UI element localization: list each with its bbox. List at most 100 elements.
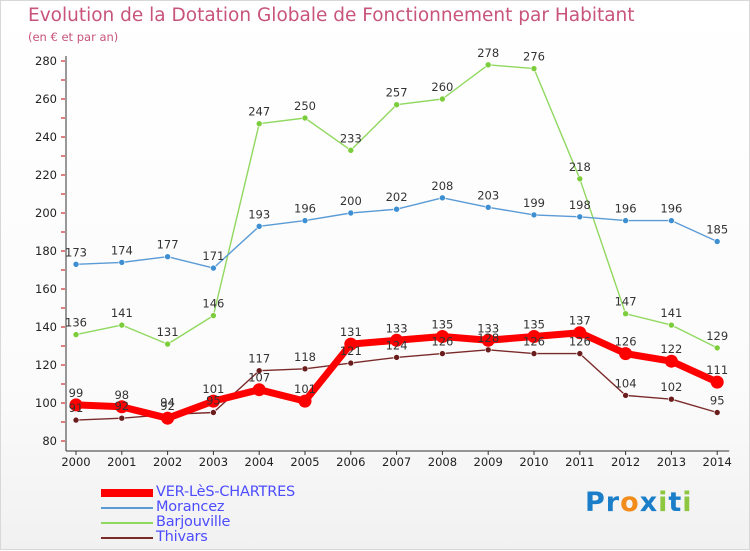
- y-tick-label: 260: [35, 92, 57, 106]
- data-label: 129: [706, 329, 728, 343]
- data-label: 131: [157, 325, 179, 339]
- x-tick-label: 2004: [245, 455, 274, 469]
- legend-swatch: [101, 537, 153, 539]
- data-point: [72, 416, 80, 424]
- data-point: [393, 354, 400, 361]
- data-point: [161, 411, 175, 425]
- data-point: [619, 347, 633, 361]
- data-label: 95: [710, 394, 725, 408]
- x-tick-label: 2003: [199, 455, 228, 469]
- chart-title: Evolution de la Dotation Globale de Fonc…: [28, 5, 635, 26]
- data-point: [347, 147, 355, 154]
- y-tick-label: 100: [35, 396, 57, 410]
- logo-letter: P: [585, 487, 606, 518]
- data-label: 126: [523, 335, 545, 349]
- data-point: [713, 409, 721, 416]
- logo-letter: i: [682, 487, 693, 518]
- data-point: [713, 238, 721, 245]
- data-point: [668, 321, 675, 329]
- x-tick-label: 2009: [474, 455, 503, 469]
- data-point: [576, 213, 584, 221]
- data-label: 131: [340, 325, 362, 339]
- x-tick-label: 2014: [703, 455, 732, 469]
- data-point: [301, 365, 309, 373]
- data-label: 133: [386, 321, 408, 335]
- y-tick-label: 80: [42, 434, 57, 448]
- data-label: 128: [477, 331, 499, 345]
- data-label: 121: [340, 344, 362, 358]
- data-label: 276: [523, 50, 545, 64]
- x-tick-label: 2013: [657, 455, 686, 469]
- x-tick-label: 2007: [382, 455, 411, 469]
- y-tick-label: 180: [35, 244, 57, 258]
- y-tick-label: 240: [35, 130, 57, 144]
- data-label: 118: [294, 350, 316, 364]
- data-label: 146: [202, 297, 224, 311]
- data-point: [435, 330, 449, 343]
- data-point: [439, 350, 446, 357]
- data-point: [164, 253, 171, 260]
- data-label: 203: [477, 188, 499, 202]
- logo-letter: i: [658, 487, 669, 518]
- data-label: 278: [477, 46, 499, 60]
- data-point: [210, 264, 217, 272]
- data-label: 111: [706, 363, 728, 377]
- data-point: [484, 346, 492, 354]
- y-tick-label: 160: [35, 282, 57, 296]
- data-label: 133: [477, 321, 499, 335]
- data-point: [484, 204, 492, 211]
- x-tick-label: 2012: [611, 455, 640, 469]
- data-point: [668, 395, 675, 403]
- data-point: [439, 95, 446, 103]
- data-label: 135: [523, 318, 545, 332]
- data-label: 193: [248, 207, 270, 221]
- data-point: [255, 120, 263, 127]
- data-point: [393, 101, 400, 108]
- x-tick-label: 2005: [290, 455, 319, 469]
- data-label: 137: [569, 314, 591, 328]
- y-tick-label: 140: [35, 320, 57, 334]
- data-point: [710, 375, 724, 389]
- data-point: [252, 383, 266, 397]
- data-label: 136: [65, 316, 87, 330]
- data-point: [298, 394, 312, 408]
- data-label: 126: [569, 335, 591, 349]
- data-label: 94: [160, 395, 175, 409]
- data-point: [118, 321, 126, 329]
- y-tick-label: 220: [35, 168, 57, 182]
- data-label: 117: [248, 352, 270, 366]
- data-point: [118, 414, 126, 422]
- y-tick-label: 280: [35, 54, 57, 68]
- data-label: 141: [111, 306, 133, 320]
- data-point: [301, 217, 309, 224]
- data-label: 91: [69, 401, 84, 415]
- legend-label: Thivars: [156, 529, 208, 545]
- data-point: [164, 340, 171, 348]
- data-label: 104: [615, 376, 637, 390]
- data-label: 260: [431, 80, 453, 94]
- x-tick-label: 2000: [61, 455, 90, 469]
- data-point: [393, 205, 400, 213]
- data-point: [664, 354, 678, 368]
- data-point: [484, 61, 492, 69]
- y-tick-label: 120: [35, 358, 57, 372]
- y-tick-label: 200: [35, 206, 57, 220]
- data-label: 92: [114, 399, 129, 413]
- legend-label: Barjouville: [156, 514, 231, 530]
- data-label: 196: [294, 202, 316, 216]
- x-tick-label: 2011: [565, 455, 594, 469]
- data-point: [530, 65, 538, 72]
- data-point: [72, 331, 80, 338]
- data-point: [439, 194, 446, 202]
- data-label: 247: [248, 105, 270, 119]
- data-point: [255, 223, 263, 230]
- x-tick-label: 2006: [336, 455, 365, 469]
- data-point: [668, 217, 675, 224]
- data-point: [344, 337, 358, 351]
- data-label: 233: [340, 131, 362, 145]
- data-label: 126: [615, 335, 637, 349]
- data-label: 196: [615, 202, 637, 216]
- logo-letter: o: [620, 487, 640, 518]
- data-label: 98: [114, 388, 129, 402]
